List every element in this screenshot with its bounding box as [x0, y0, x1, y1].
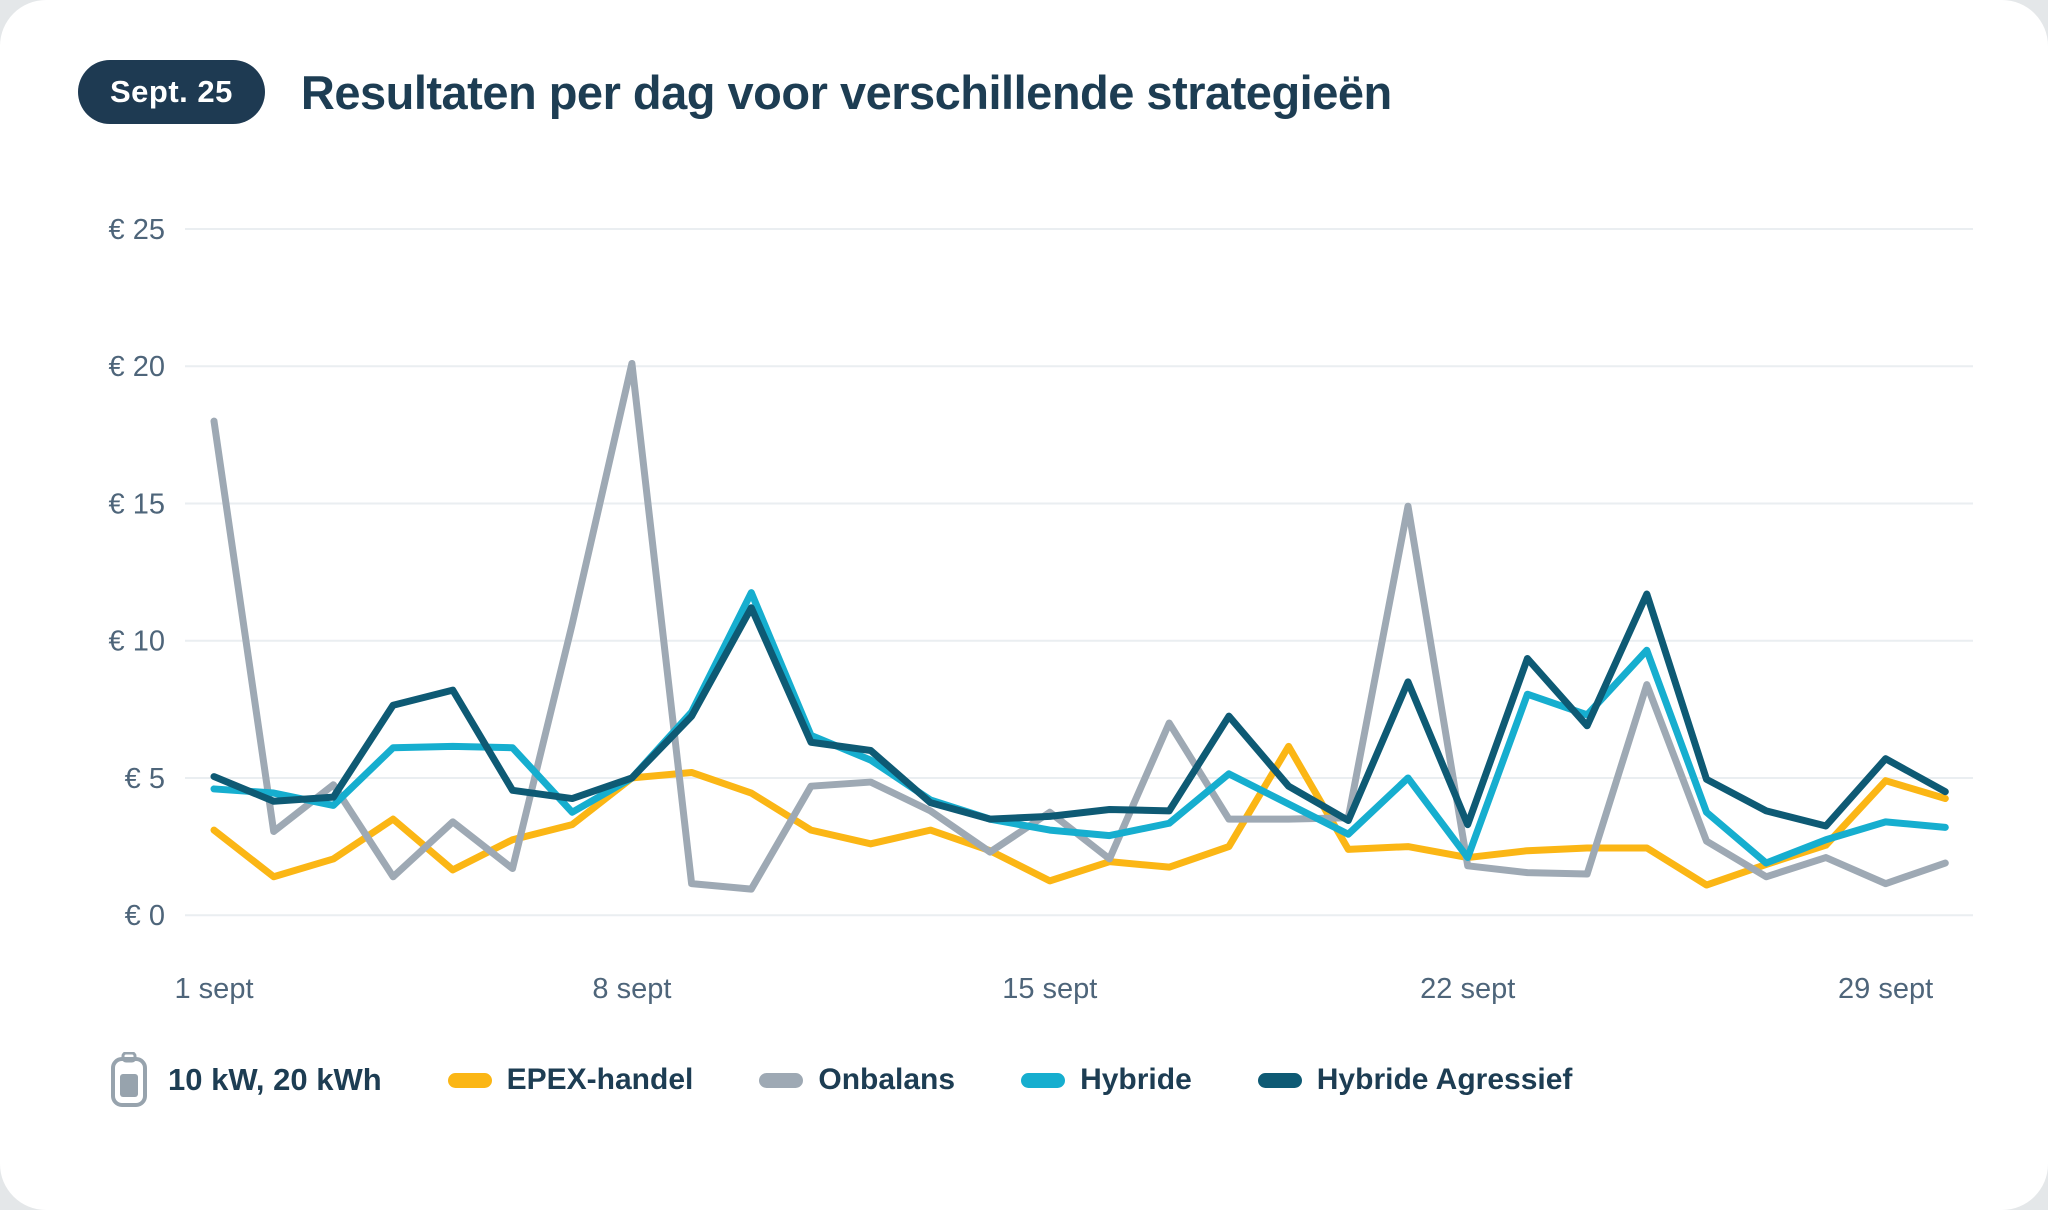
series-line-epex-handel: [210, 742, 1949, 889]
legend-label-hybride: Hybride: [1080, 1063, 1192, 1096]
legend-swatch-hybride-agressief: [1257, 1072, 1302, 1088]
y-axis-tick-label: € 15: [109, 488, 165, 520]
legend-item-hybride-agressief[interactable]: Hybride Agressief: [1257, 1063, 1573, 1097]
x-axis-tick-label: 1 sept: [175, 973, 254, 1005]
legend-swatch-onbalans: [759, 1072, 804, 1088]
legend-label-epex-handel: EPEX-handel: [506, 1063, 694, 1096]
legend-label-hybride-agressief: Hybride Agressief: [1316, 1063, 1573, 1096]
x-axis-tick-label: 8 sept: [592, 973, 671, 1005]
legend-item-hybride[interactable]: Hybride: [1021, 1063, 1192, 1097]
y-axis-tick-label: € 10: [109, 626, 165, 658]
legend-swatch-epex-handel: [447, 1072, 492, 1088]
battery-icon: [111, 1052, 147, 1107]
y-axis-tick-label: € 25: [109, 214, 165, 246]
x-axis-tick-label: 22 sept: [1420, 973, 1515, 1005]
x-axis-tick-label: 15 sept: [1002, 973, 1097, 1005]
series-line-hybride-agressief: [210, 590, 1949, 830]
x-axis-tick-label: 29 sept: [1838, 973, 1933, 1005]
battery-spec-label: 10 kW, 20 kWh: [168, 1062, 382, 1097]
header: Sept. 25 Resultaten per dag voor verschi…: [78, 60, 1392, 124]
legend-item-onbalans[interactable]: Onbalans: [759, 1063, 955, 1097]
y-axis-tick-label: € 20: [109, 351, 165, 383]
battery-spec: 10 kW, 20 kWh: [108, 1052, 382, 1108]
page-title: Resultaten per dag voor verschillende st…: [300, 65, 1392, 119]
y-axis-tick-label: € 5: [125, 763, 165, 795]
series-line-hybride: [210, 589, 1949, 867]
legend-item-epex-handel[interactable]: EPEX-handel: [447, 1063, 694, 1097]
legend-label-onbalans: Onbalans: [818, 1063, 956, 1096]
y-axis-tick-label: € 0: [125, 900, 165, 932]
legend-swatch-hybride: [1021, 1072, 1066, 1088]
chart-legend: 10 kW, 20 kWh EPEX-handel Onbalans Hybri…: [108, 1052, 1572, 1108]
date-badge: Sept. 25: [78, 60, 265, 124]
